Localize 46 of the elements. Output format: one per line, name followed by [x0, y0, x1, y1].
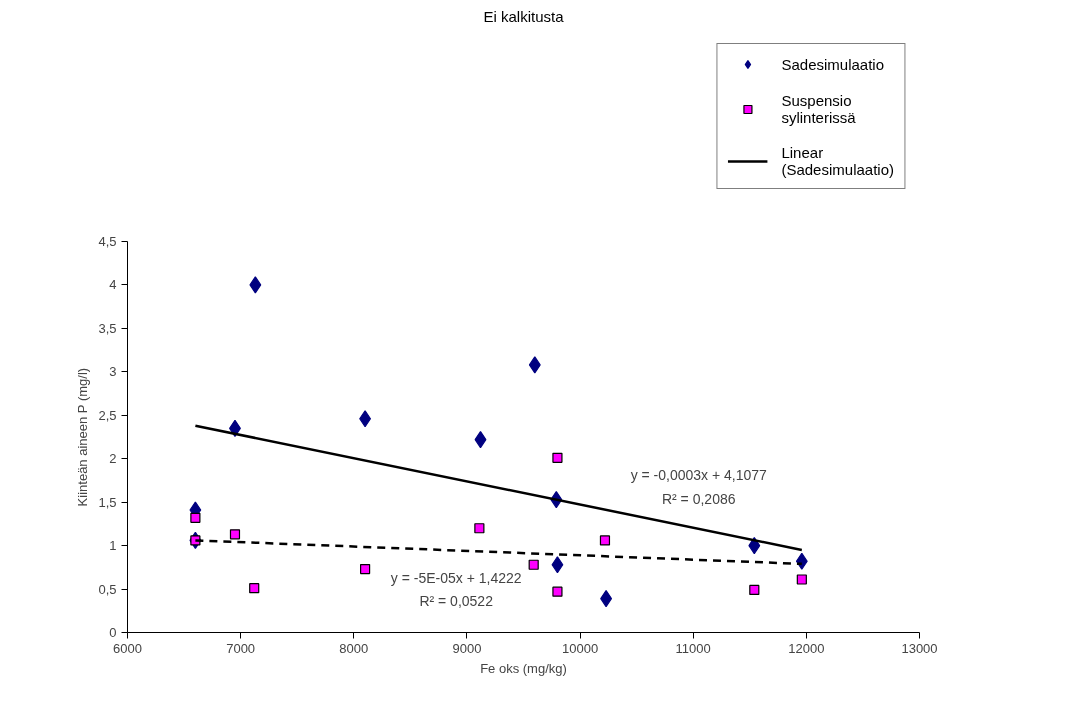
- legend-label: Suspensio sylinterissä: [781, 92, 856, 126]
- y-tick-label: 3,5: [98, 320, 117, 336]
- point: [474, 431, 487, 449]
- x-tick-label: 13000: [901, 640, 938, 656]
- x-tick-label: 12000: [788, 640, 825, 656]
- annotation: R² = 0,2086: [661, 491, 736, 508]
- y-axis-title: Kiinteän aineen P (mg/l): [75, 367, 91, 507]
- x-tick-label: 7000: [226, 640, 256, 656]
- y-tick-label: 2,5: [98, 407, 117, 423]
- x-tick-label: 11000: [675, 640, 711, 656]
- y-tick-label: 0,5: [98, 581, 117, 597]
- point: [249, 276, 262, 294]
- x-tick-label: 9000: [452, 640, 482, 656]
- point: [551, 556, 564, 574]
- point: [528, 356, 541, 374]
- point: [359, 410, 372, 428]
- point: [749, 584, 760, 596]
- point: [528, 559, 539, 570]
- y-tick-label: 3: [109, 364, 117, 380]
- y-tick-label: 1: [109, 538, 117, 554]
- point: [249, 583, 260, 594]
- legend-label: Sadesimulaatio: [781, 55, 884, 73]
- y-tick-label: 2: [109, 451, 117, 467]
- point: [190, 512, 201, 523]
- point: [796, 574, 807, 585]
- point: [229, 529, 241, 540]
- point: [552, 452, 563, 463]
- annotation: y = -0,0003x + 4,1077: [630, 466, 768, 483]
- x-tick-label: 10000: [562, 640, 599, 656]
- y-tick-label: 1,5: [98, 494, 117, 510]
- point: [474, 523, 485, 534]
- point: [552, 586, 563, 597]
- x-tick-label: 8000: [339, 640, 369, 656]
- chart-title: Ei kalkitusta: [483, 7, 565, 25]
- x-tick-label: 6000: [113, 640, 142, 656]
- annotation: y = -5E-05x + 1,4222: [390, 570, 522, 587]
- point: [360, 563, 371, 575]
- point: [599, 535, 611, 546]
- annotation: R² = 0,0522: [419, 592, 494, 609]
- x-axis-title: Fe oks (mg/kg): [480, 660, 567, 676]
- y-tick-label: 4,5: [98, 234, 117, 249]
- point: [748, 537, 761, 555]
- legend-label: Linear (Sadesimulaatio): [781, 144, 894, 178]
- y-tick-label: 4: [109, 277, 117, 293]
- y-tick-label: 0: [109, 625, 117, 640]
- point: [600, 590, 613, 608]
